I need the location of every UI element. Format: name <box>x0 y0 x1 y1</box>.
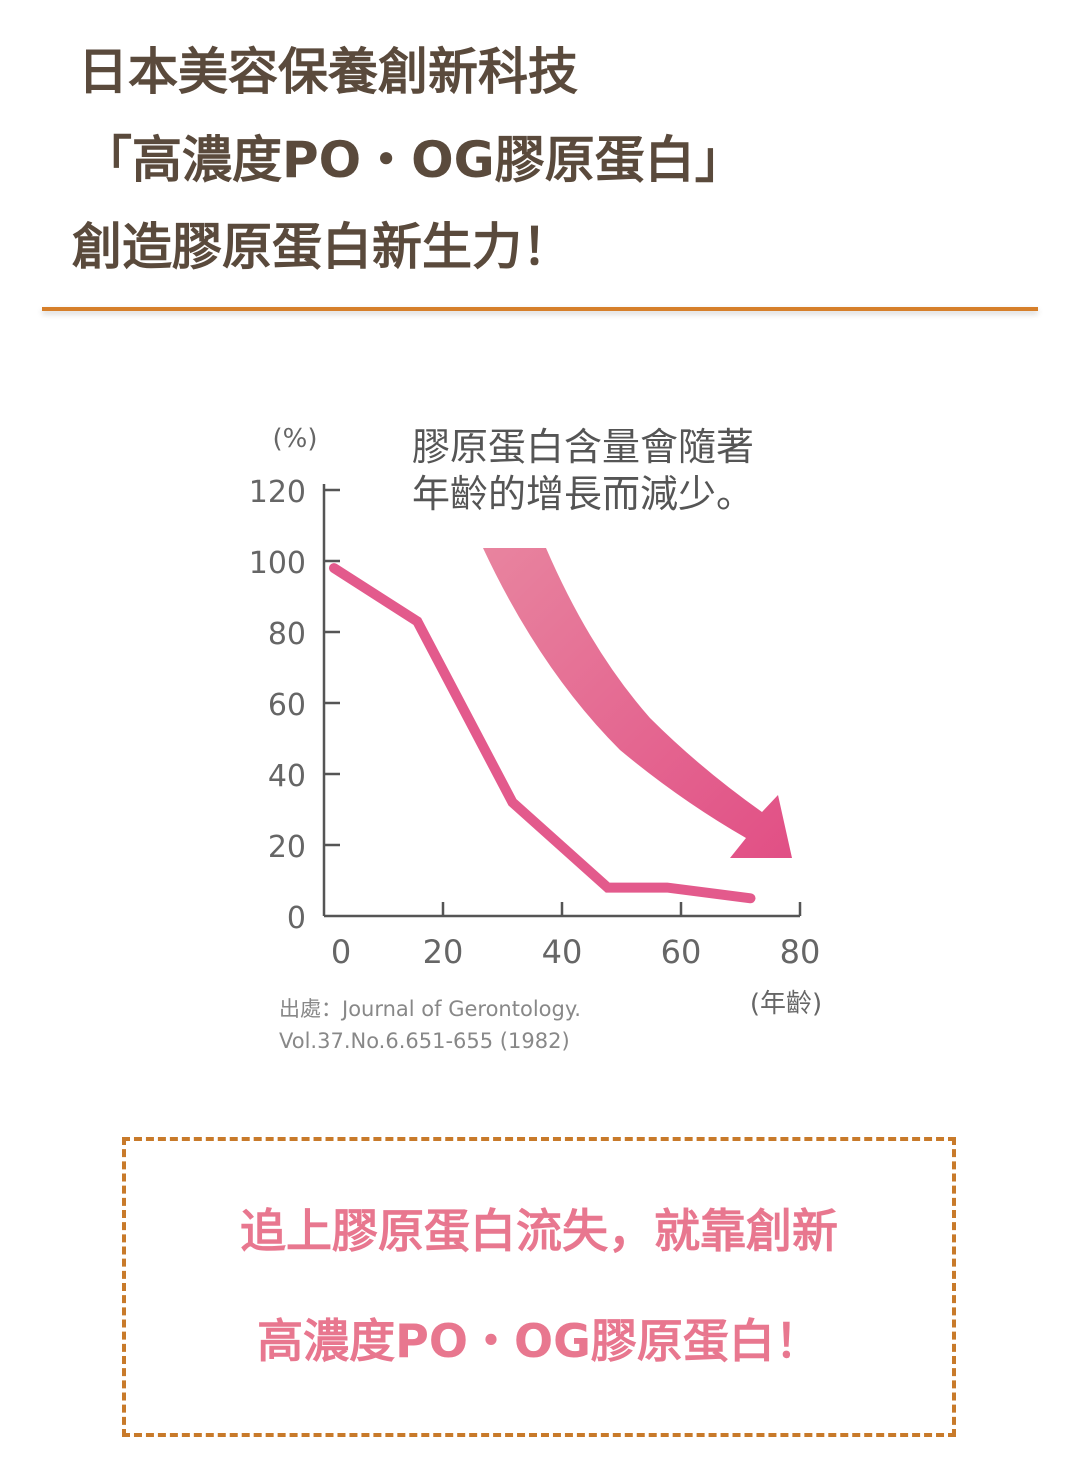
divider <box>42 307 1038 311</box>
decline-arrow <box>483 548 792 858</box>
headline-line-2: 「高濃度PO・OG膠原蛋白」 <box>82 131 745 189</box>
callout-box: 追上膠原蛋白流失，就靠創新 高濃度PO・OG膠原蛋白！ <box>122 1137 956 1437</box>
annotation-line-2: 年齡的增長而減少。 <box>412 472 754 516</box>
annotation-line-1: 膠原蛋白含量會隨著 <box>412 425 754 469</box>
series-layer <box>329 563 756 904</box>
y-tick-label: 40 <box>268 759 306 794</box>
y-unit-label: (%) <box>273 424 318 454</box>
y-tick-label: 60 <box>268 688 306 723</box>
x-tick-label: 0 <box>331 933 351 971</box>
callout-line-2: 高濃度PO・OG膠原蛋白！ <box>257 1314 821 1368</box>
y-tick-label: 120 <box>249 475 306 510</box>
callout-line-1: 追上膠原蛋白流失，就靠創新 <box>240 1204 838 1258</box>
collagen-age-chart: 0 20 40 60 80 100 120 0 20 40 60 80 (%) (年齡) 膠原蛋白含量… <box>249 424 822 1053</box>
headline-line-3: 創造膠原蛋白新生力！ <box>72 218 572 276</box>
x-tick-label: 20 <box>423 933 464 971</box>
x-tick-label: 40 <box>542 933 583 971</box>
y-tick-label: 100 <box>249 546 306 581</box>
source-line-2: Vol.37.No.6.651-655 (1982) <box>279 1029 570 1053</box>
collagen-series-line <box>329 563 756 904</box>
y-tick-label: 0 <box>287 901 306 936</box>
source-line-1: 出處：Journal of Gerontology. <box>279 997 581 1021</box>
headline-line-1: 日本美容保養創新科技 <box>78 43 578 101</box>
y-tick-label: 80 <box>268 617 306 652</box>
y-tick-label: 20 <box>268 830 306 865</box>
x-tick-label: 60 <box>661 933 702 971</box>
x-tick-label: 80 <box>780 933 821 971</box>
axes: 0 20 40 60 80 100 120 0 20 40 60 80 <box>249 475 821 971</box>
x-unit-label: (年齡) <box>750 989 822 1019</box>
